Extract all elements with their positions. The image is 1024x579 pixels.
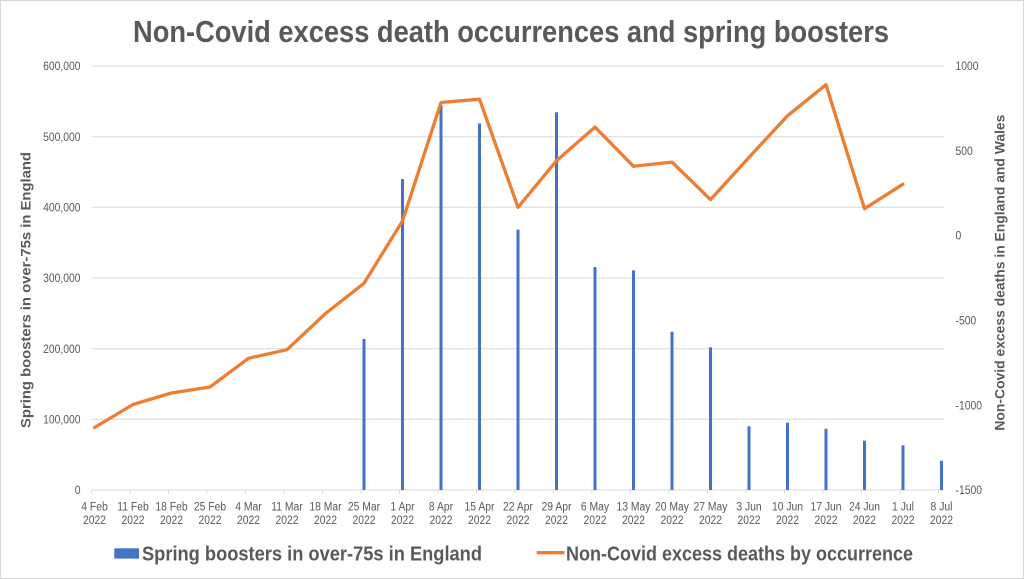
svg-text:4 Mar: 4 Mar (235, 501, 262, 513)
svg-text:Non-Covid excess deaths in Eng: Non-Covid excess deaths in England and W… (992, 114, 1008, 430)
svg-text:500,000: 500,000 (43, 132, 80, 144)
svg-text:-1000: -1000 (956, 400, 983, 412)
svg-text:29 Apr: 29 Apr (542, 501, 572, 513)
svg-text:2022: 2022 (83, 515, 106, 527)
svg-text:1 Apr: 1 Apr (390, 501, 414, 513)
svg-text:15 Apr: 15 Apr (465, 501, 495, 513)
svg-text:2022: 2022 (892, 515, 915, 527)
svg-text:25 Mar: 25 Mar (348, 501, 380, 513)
svg-text:2022: 2022 (738, 515, 761, 527)
svg-text:4 Feb: 4 Feb (81, 501, 108, 513)
svg-text:2022: 2022 (468, 515, 491, 527)
svg-text:22 Apr: 22 Apr (503, 501, 533, 513)
svg-text:-1500: -1500 (956, 485, 983, 497)
svg-text:Non-Covid excess death occurre: Non-Covid excess death occurrences and s… (133, 14, 889, 49)
svg-text:600,000: 600,000 (43, 61, 80, 73)
svg-text:2022: 2022 (199, 515, 222, 527)
svg-text:25 Feb: 25 Feb (194, 501, 226, 513)
svg-text:2022: 2022 (661, 515, 684, 527)
svg-text:20 May: 20 May (655, 501, 689, 513)
svg-text:2022: 2022 (699, 515, 722, 527)
svg-text:2022: 2022 (776, 515, 799, 527)
svg-text:200,000: 200,000 (43, 344, 80, 356)
svg-text:2022: 2022 (545, 515, 568, 527)
svg-text:3 Jun: 3 Jun (736, 501, 761, 513)
svg-text:2022: 2022 (430, 515, 453, 527)
svg-text:2022: 2022 (391, 515, 414, 527)
svg-text:2022: 2022 (122, 515, 145, 527)
svg-text:0: 0 (956, 231, 962, 243)
svg-text:1000: 1000 (956, 61, 979, 73)
svg-text:2022: 2022 (584, 515, 607, 527)
svg-text:18 Feb: 18 Feb (155, 501, 187, 513)
svg-text:6 May: 6 May (581, 501, 609, 513)
svg-text:Non-Covid excess deaths by occ: Non-Covid excess deaths by occurrence (566, 544, 913, 566)
svg-text:2022: 2022 (314, 515, 337, 527)
svg-text:2022: 2022 (930, 515, 953, 527)
svg-text:10 Jun: 10 Jun (772, 501, 803, 513)
svg-text:2022: 2022 (353, 515, 376, 527)
svg-text:500: 500 (956, 146, 973, 158)
svg-text:8 Jul: 8 Jul (931, 501, 953, 513)
svg-text:2022: 2022 (507, 515, 530, 527)
svg-text:2022: 2022 (237, 515, 260, 527)
svg-text:Spring boosters in over-75s in: Spring boosters in over-75s in England (18, 152, 34, 428)
svg-text:2022: 2022 (853, 515, 876, 527)
svg-text:17 Jun: 17 Jun (810, 501, 841, 513)
svg-text:-500: -500 (956, 316, 977, 328)
svg-text:13 May: 13 May (617, 501, 651, 513)
svg-text:18 Mar: 18 Mar (309, 501, 341, 513)
svg-text:8 Apr: 8 Apr (429, 501, 453, 513)
svg-text:11 Mar: 11 Mar (271, 501, 303, 513)
svg-text:11 Feb: 11 Feb (117, 501, 149, 513)
svg-text:300,000: 300,000 (43, 273, 80, 285)
svg-text:1 Jul: 1 Jul (892, 501, 914, 513)
svg-text:24 Jun: 24 Jun (849, 501, 880, 513)
svg-text:400,000: 400,000 (43, 202, 80, 214)
svg-text:100,000: 100,000 (43, 414, 80, 426)
svg-text:2022: 2022 (160, 515, 183, 527)
svg-text:2022: 2022 (815, 515, 838, 527)
svg-text:Spring boosters in over-75s in: Spring boosters in over-75s in England (142, 544, 482, 566)
svg-text:2022: 2022 (276, 515, 299, 527)
svg-text:0: 0 (75, 485, 81, 497)
svg-text:2022: 2022 (622, 515, 645, 527)
svg-text:27 May: 27 May (694, 501, 728, 513)
